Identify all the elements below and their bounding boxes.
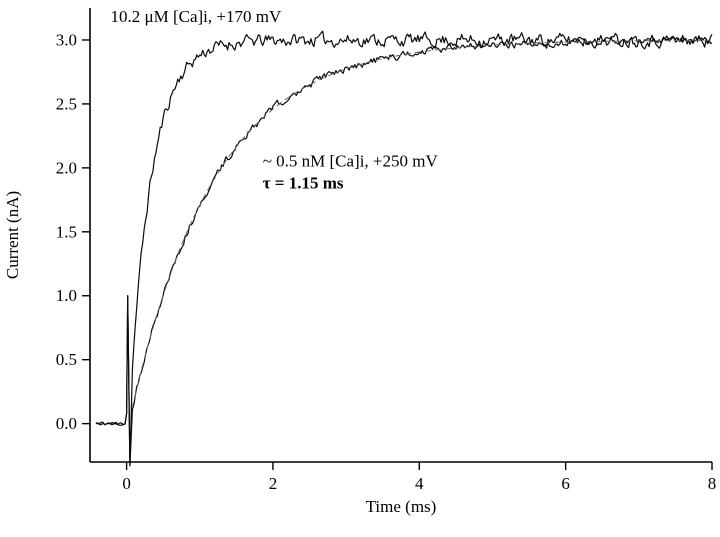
y-axis-label: Current (nA) [3, 191, 22, 279]
x-tick-label: 4 [415, 474, 424, 493]
x-tick-label: 6 [561, 474, 570, 493]
x-tick-label: 2 [269, 474, 278, 493]
y-tick-label: 0.0 [56, 414, 77, 433]
fit-curve-dashed [131, 39, 713, 408]
annotation-1: ~ 0.5 nM [Ca]i, +250 mV [263, 152, 439, 171]
y-tick-label: 1.5 [56, 222, 77, 241]
x-tick-label: 8 [708, 474, 717, 493]
annotation-0: 10.2 μM [Ca]i, +170 mV [110, 7, 281, 26]
y-tick-label: 0.5 [56, 350, 77, 369]
y-tick-label: 2.5 [56, 94, 77, 113]
x-tick-label: 0 [122, 474, 131, 493]
trace-slow-activation [95, 35, 713, 467]
x-axis-label: Time (ms) [366, 497, 437, 516]
y-tick-label: 3.0 [56, 30, 77, 49]
annotation-2: τ = 1.15 ms [263, 173, 344, 192]
trace-fast-activation [95, 30, 713, 467]
y-tick-label: 2.0 [56, 158, 77, 177]
y-tick-label: 1.0 [56, 286, 77, 305]
